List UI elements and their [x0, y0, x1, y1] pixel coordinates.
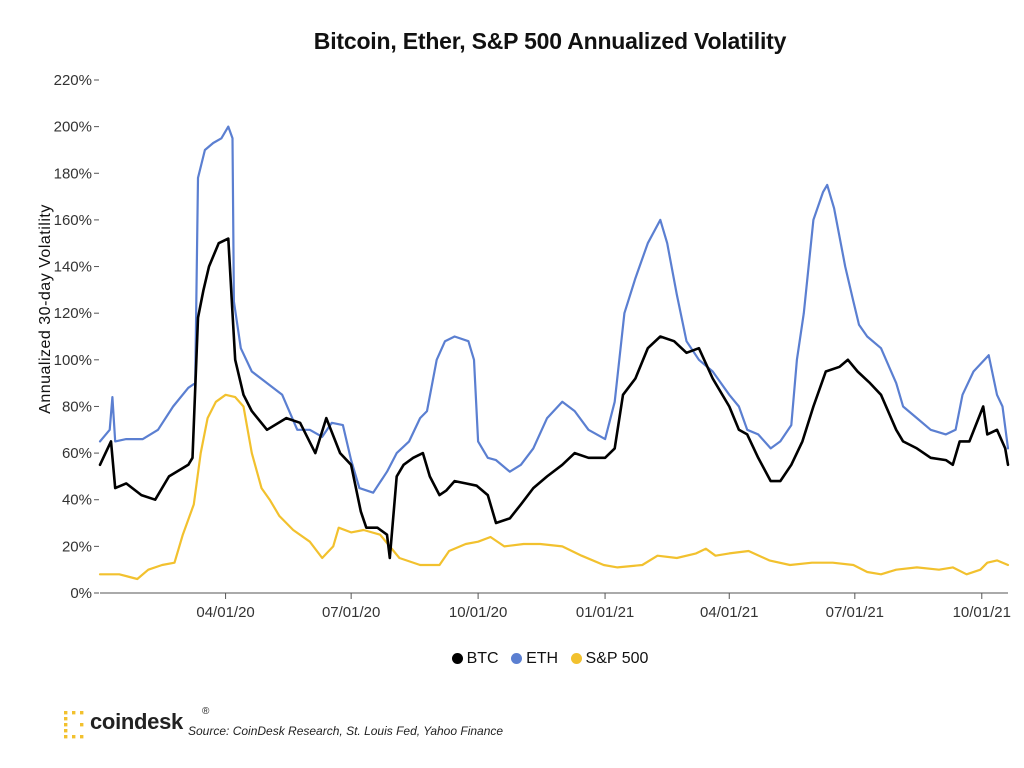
x-tick-label: 04/01/21 [700, 604, 758, 621]
logo-dot [72, 711, 76, 715]
logo-dot [64, 717, 68, 721]
logo-dot [72, 735, 76, 739]
legend-item-btc: BTC [451, 650, 499, 668]
y-tick-label: 160% [54, 212, 92, 229]
logo-dot [64, 729, 68, 733]
legend-label-btc: BTC [466, 650, 499, 667]
y-tick-label: 120% [54, 305, 92, 322]
legend-label-eth: ETH [526, 650, 559, 667]
y-tick-label: 80% [62, 398, 92, 415]
y-tick-label: 180% [54, 165, 92, 182]
x-tick-label: 04/01/20 [196, 604, 254, 621]
logo-dot [64, 735, 68, 739]
logo-registered-mark: ® [202, 706, 210, 717]
eth-legend-marker [511, 653, 523, 664]
y-tick-label: 20% [62, 538, 92, 555]
y-tick-label: 0% [70, 585, 92, 602]
logo-dot [80, 723, 84, 727]
y-axis-label: Annualized 30-day Volatility [37, 204, 54, 414]
logo-text: coindesk [90, 709, 183, 734]
legend-label-spx: S&P 500 [585, 650, 649, 667]
x-tick-label: 10/01/21 [953, 604, 1011, 621]
x-tick-label: 07/01/20 [322, 604, 380, 621]
x-tick-label: 01/01/21 [576, 604, 634, 621]
series-line-btc [98, 237, 1010, 560]
x-tick-label: 07/01/21 [826, 604, 884, 621]
source-note: Source: CoinDesk Research, St. Louis Fed… [188, 724, 504, 738]
legend-item-spx: S&P 500 [570, 650, 649, 668]
chart-plot: 0% 20% 40% 60% 80% 100% 120% 140% 160% 180% 200% 22… [37, 72, 1011, 621]
chart-axes: 0% 20% 40% 60% 80% 100% 120% 140% 160% 180% 200% 22… [54, 72, 1011, 621]
coindesk-logo-icon [64, 711, 84, 739]
chart-legend: BTC ETH S&P 500 [0, 650, 1024, 668]
chart-title: Bitcoin, Ether, S&P 500 Annualized Volat… [313, 28, 787, 54]
y-tick-label: 140% [54, 259, 92, 276]
y-tick-label: 60% [62, 445, 92, 462]
spx-legend-marker [570, 653, 582, 664]
series-line-eth [98, 125, 1010, 494]
y-tick-label: 220% [54, 72, 92, 89]
x-tick-label: 10/01/20 [449, 604, 507, 621]
logo-dot [64, 723, 68, 727]
chart-lines [98, 125, 1010, 581]
y-tick-label: 100% [54, 352, 92, 369]
legend-item-eth: ETH [511, 650, 558, 668]
y-tick-label: 40% [62, 492, 92, 509]
btc-legend-marker [451, 653, 463, 664]
logo-dot [80, 735, 84, 739]
logo-dot [80, 711, 84, 715]
y-tick-label: 200% [54, 119, 92, 136]
logo-dot [64, 711, 68, 715]
series-line-s-p-500 [98, 393, 1010, 581]
